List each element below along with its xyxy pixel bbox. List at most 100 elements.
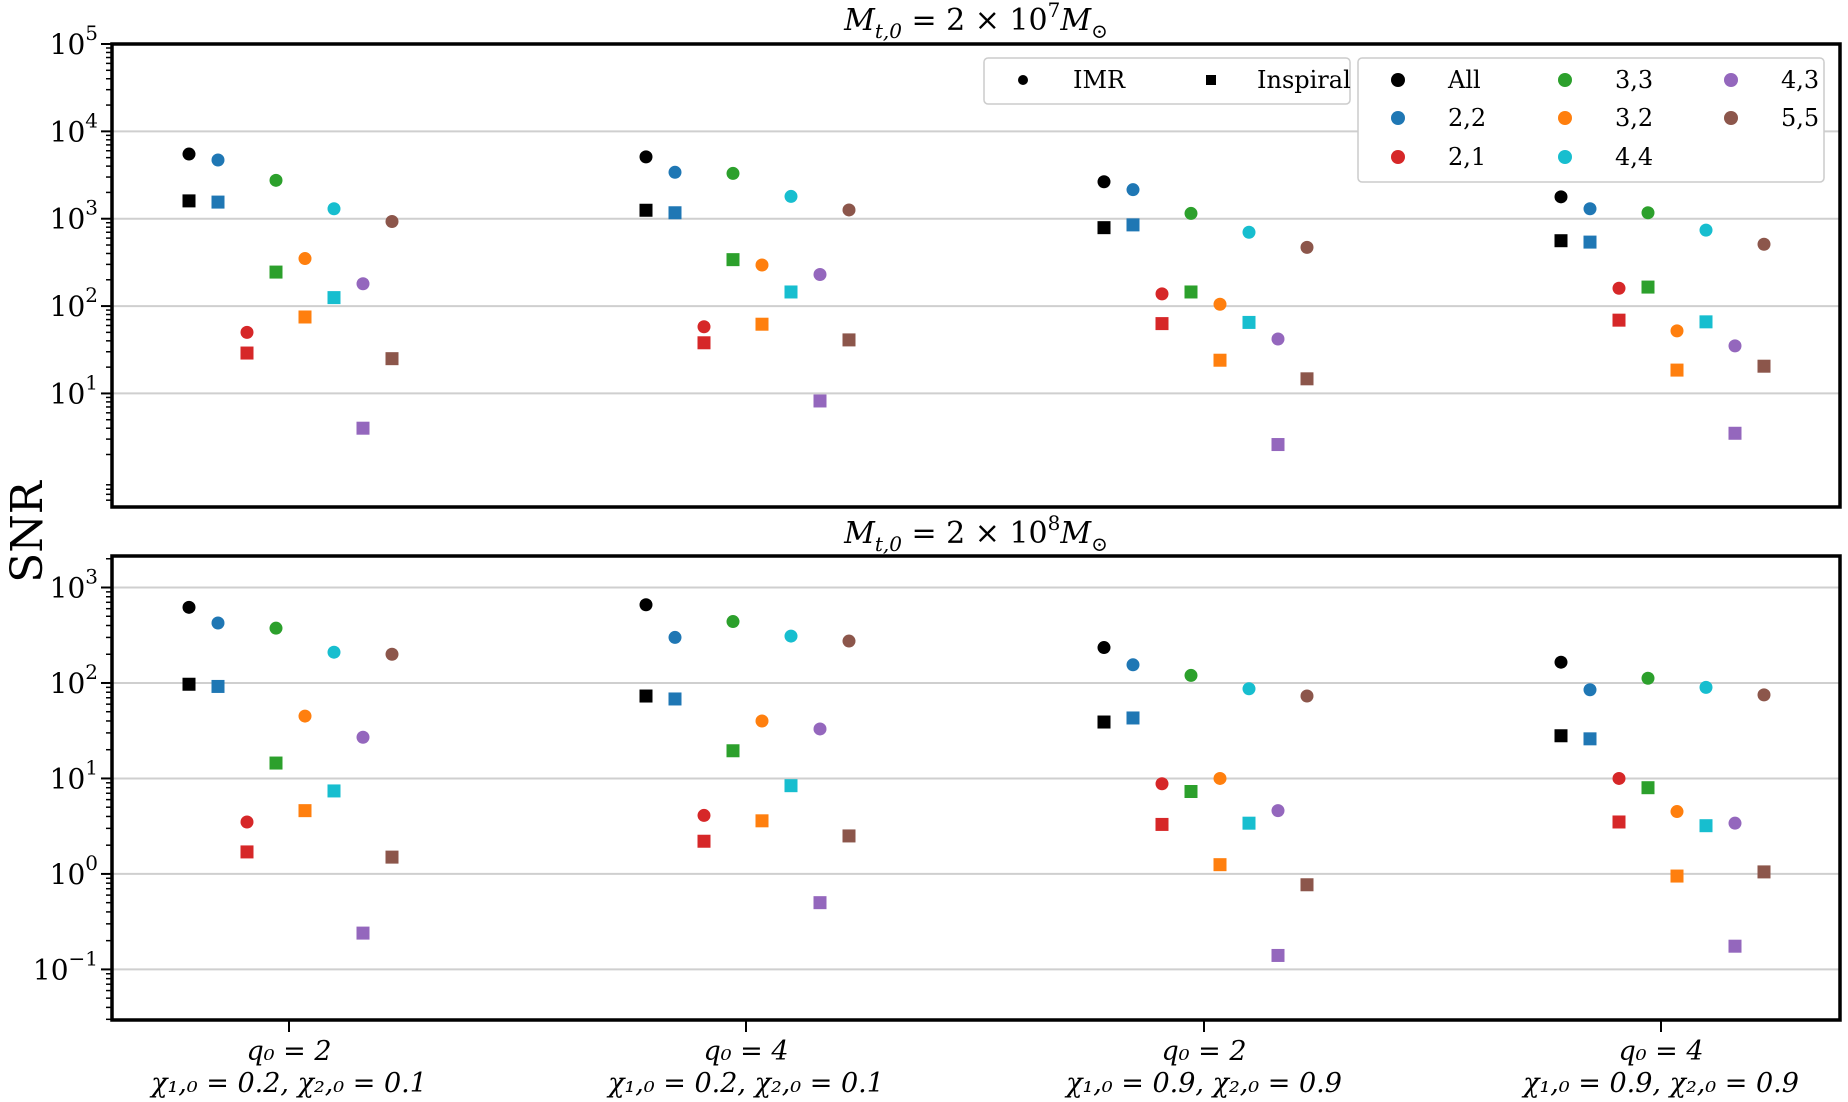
x-tick-label-line2: χ₁,₀ = 0.9, χ₂,₀ = 0.9 [1064, 1068, 1342, 1099]
imr-point-3-2 [298, 709, 312, 723]
inspiral-point-5-5 [385, 850, 399, 864]
legend-marker-5-5 [1724, 111, 1738, 125]
series-legend-box [1357, 57, 1825, 183]
imr-point-4-3 [813, 722, 827, 736]
y-tick-label: 103 [50, 196, 98, 236]
imr-point-4-4 [1699, 680, 1713, 694]
imr-point-3-2 [755, 258, 769, 272]
inspiral-point-3-2 [298, 804, 312, 818]
imr-point-3-3 [1641, 206, 1655, 220]
inspiral-point-All [639, 689, 653, 703]
x-tick-label-line1: q₀ = 4 [703, 1036, 788, 1067]
imr-point-2-2 [1126, 658, 1140, 672]
imr-point-3-2 [1670, 805, 1684, 819]
imr-point-3-2 [1670, 324, 1684, 338]
imr-point-3-2 [1213, 771, 1227, 785]
imr-point-5-5 [1757, 237, 1771, 251]
imr-point-3-2 [1213, 297, 1227, 311]
x-tick-label-line2: χ₁,₀ = 0.2, χ₂,₀ = 0.1 [606, 1068, 884, 1099]
imr-point-All [182, 147, 196, 161]
y-tick-label: 102 [50, 660, 98, 700]
imr-point-4-3 [1728, 339, 1742, 353]
x-tick-label-line2: χ₁,₀ = 0.9, χ₂,₀ = 0.9 [1521, 1068, 1799, 1099]
imr-point-All [1097, 175, 1111, 189]
inspiral-point-All [639, 203, 653, 217]
imr-point-5-5 [1757, 688, 1771, 702]
inspiral-point-2-2 [211, 679, 225, 693]
y-tick-label: 101 [50, 755, 98, 795]
imr-point-2-1 [240, 325, 254, 339]
inspiral-point-3-3 [726, 744, 740, 758]
inspiral-point-4-4 [1699, 315, 1713, 329]
y-axis-label: SNR [2, 479, 53, 583]
imr-point-2-1 [1612, 281, 1626, 295]
inspiral-point-3-2 [755, 317, 769, 331]
imr-point-All [1554, 190, 1568, 204]
inspiral-point-All [1554, 234, 1568, 248]
inspiral-legend-label: Inspiral [1257, 66, 1351, 94]
legend-label-All: All [1447, 66, 1481, 94]
legend-marker-2-1 [1391, 150, 1405, 164]
imr-point-4-4 [1242, 225, 1256, 239]
inspiral-point-5-5 [842, 333, 856, 347]
legend-label-5-5: 5,5 [1781, 104, 1819, 132]
inspiral-point-3-3 [726, 253, 740, 267]
legend-label-4-3: 4,3 [1781, 66, 1819, 94]
inspiral-point-3-2 [1213, 353, 1227, 367]
imr-point-3-3 [1641, 671, 1655, 685]
inspiral-point-4-3 [1728, 939, 1742, 953]
imr-point-2-1 [1612, 771, 1626, 785]
panel-title: Mt,0 = 2 × 107M⊙ [843, 0, 1108, 43]
inspiral-point-4-3 [356, 926, 370, 940]
panel-frame [110, 42, 1842, 509]
inspiral-point-2-2 [1126, 218, 1140, 232]
imr-point-2-1 [240, 815, 254, 829]
imr-point-3-3 [269, 173, 283, 187]
imr-point-5-5 [842, 634, 856, 648]
inspiral-point-2-2 [211, 195, 225, 209]
imr-point-4-3 [1728, 816, 1742, 830]
panel-title: Mt,0 = 2 × 108M⊙ [843, 511, 1108, 556]
inspiral-point-4-3 [356, 421, 370, 435]
y-tick-label: 105 [50, 21, 98, 61]
imr-point-4-4 [784, 629, 798, 643]
imr-point-All [639, 150, 653, 164]
imr-point-2-2 [668, 630, 682, 644]
imr-point-3-3 [726, 615, 740, 629]
inspiral-point-2-1 [1155, 317, 1169, 331]
imr-point-2-2 [211, 616, 225, 630]
y-tick-label: 10−1 [33, 946, 98, 986]
inspiral-point-4-4 [1242, 816, 1256, 830]
imr-point-2-2 [211, 153, 225, 167]
inspiral-point-2-1 [697, 834, 711, 848]
legend-label-3-3: 3,3 [1615, 66, 1653, 94]
imr-point-2-1 [1155, 777, 1169, 791]
inspiral-point-4-4 [1242, 315, 1256, 329]
inspiral-point-2-2 [668, 692, 682, 706]
y-tick-label: 100 [50, 851, 98, 891]
inspiral-point-2-1 [1612, 815, 1626, 829]
inspiral-point-3-3 [269, 265, 283, 279]
inspiral-point-4-4 [1699, 819, 1713, 833]
legend-marker-4-4 [1558, 150, 1572, 164]
imr-point-4-3 [356, 730, 370, 744]
inspiral-point-4-4 [784, 285, 798, 299]
marker-legend-box [983, 57, 1351, 105]
imr-point-2-2 [1583, 202, 1597, 216]
imr-point-2-1 [697, 808, 711, 822]
inspiral-point-All [1554, 729, 1568, 743]
imr-point-2-2 [1126, 183, 1140, 197]
inspiral-point-3-2 [1670, 363, 1684, 377]
y-tick-label: 103 [50, 565, 98, 605]
legend-marker-3-3 [1558, 73, 1572, 87]
inspiral-point-5-5 [842, 829, 856, 843]
inspiral-point-All [182, 194, 196, 208]
inspiral-point-2-2 [1583, 732, 1597, 746]
imr-point-5-5 [842, 203, 856, 217]
y-tick-label: 104 [50, 108, 98, 148]
x-tick-label-line1: q₀ = 4 [1618, 1036, 1703, 1067]
inspiral-point-2-1 [240, 845, 254, 859]
inspiral-point-3-2 [298, 310, 312, 324]
imr-point-3-3 [726, 166, 740, 180]
imr-point-5-5 [385, 214, 399, 228]
